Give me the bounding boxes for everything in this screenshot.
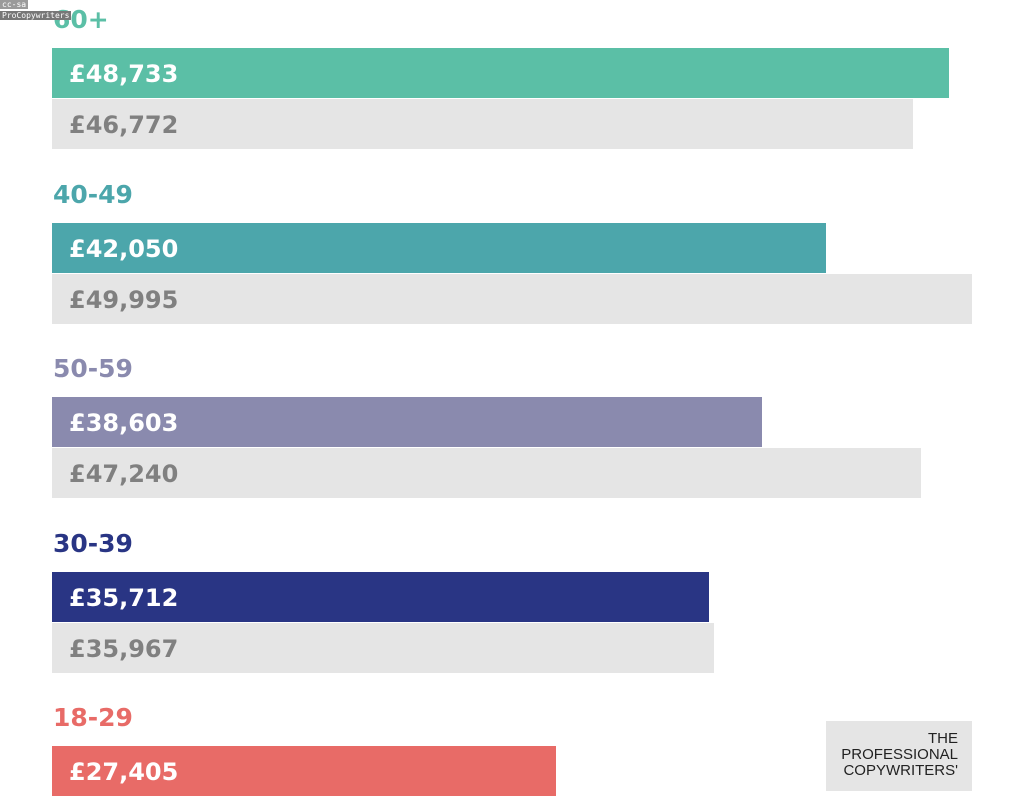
- logo-line: PROFESSIONAL: [841, 746, 958, 763]
- bar-primary: £38,603: [52, 397, 763, 447]
- bar-value-label: £35,967: [69, 634, 179, 663]
- bar-value-label: £46,772: [69, 111, 179, 139]
- source-tag: ProCopywriters: [0, 11, 72, 20]
- bar-value-label: £49,995: [69, 285, 179, 314]
- bar-comparison: £46,772: [52, 99, 913, 149]
- category-label: 50-59: [53, 354, 133, 383]
- logo-line: THE: [928, 730, 958, 747]
- category-label: 18-29: [53, 703, 133, 732]
- logo-line: COPYWRITERS': [843, 762, 958, 779]
- bar-primary: £27,405: [52, 746, 557, 796]
- bar-value-label: £38,603: [69, 409, 179, 437]
- category-label: 40-49: [53, 179, 133, 209]
- bar-primary: £48,733: [52, 48, 949, 98]
- category-label: 30-39: [53, 528, 133, 558]
- bar-comparison: £35,967: [52, 622, 714, 673]
- salary-by-age-chart: 60+ £48,733 £46,772 40-49 £42,050 £49,995 50-5…: [52, 5, 972, 796]
- bar-value-label: £35,712: [69, 583, 179, 612]
- bar-value-label: £48,733: [69, 60, 179, 88]
- bar-comparison: £47,240: [52, 448, 922, 498]
- pcn-logo: THE PROFESSIONAL COPYWRITERS': [826, 721, 972, 791]
- bar-primary: £42,050: [52, 222, 826, 273]
- bar-value-label: £27,405: [69, 758, 179, 786]
- bar-comparison: £49,995: [52, 273, 972, 324]
- bar-primary: £35,712: [52, 571, 710, 622]
- category-label: 60+: [53, 5, 109, 34]
- bar-value-label: £42,050: [69, 234, 179, 263]
- license-tag: cc-sa: [0, 0, 29, 9]
- bar-value-label: £47,240: [69, 460, 179, 488]
